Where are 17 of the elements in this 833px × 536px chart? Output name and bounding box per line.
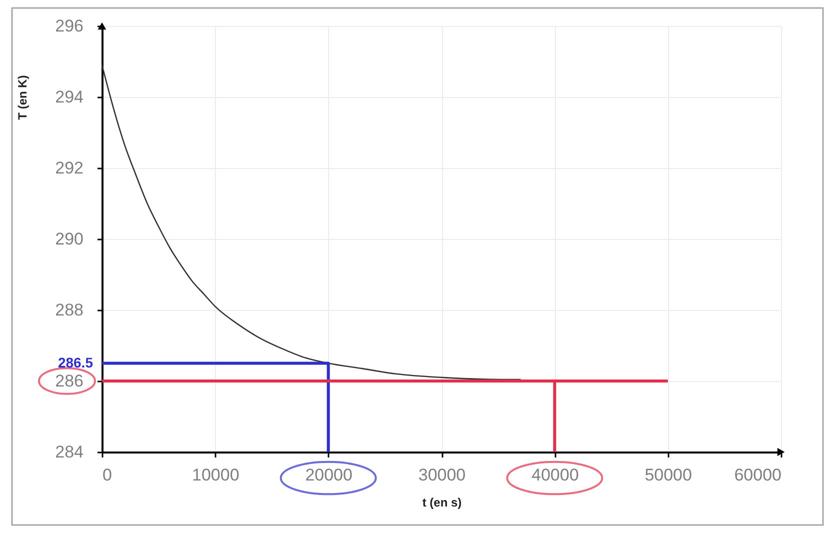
y-tick-label: 290 — [55, 230, 84, 248]
y-tick-label: 294 — [55, 88, 84, 106]
y-axis-title: T (en K) — [16, 75, 30, 120]
x-tick-label: 60000 — [734, 466, 782, 484]
x-axis-title: t (en s) — [422, 496, 462, 510]
x-tick-label: 20000 — [305, 466, 352, 484]
x-tick-label: 40000 — [532, 466, 579, 484]
y-tick-label: 296 — [55, 16, 84, 36]
y-tick-label: 286 — [55, 372, 84, 390]
y-tick-label: 288 — [55, 300, 84, 320]
x-tick-label: 10000 — [192, 466, 240, 484]
y-tick-label: 292 — [55, 158, 84, 178]
x-tick-label: 50000 — [644, 466, 692, 484]
annotation: 286.5 — [58, 354, 94, 370]
x-tick-label: 0 — [102, 466, 112, 484]
y-tick-label: 284 — [55, 442, 84, 462]
x-tick-label: 30000 — [418, 466, 466, 484]
